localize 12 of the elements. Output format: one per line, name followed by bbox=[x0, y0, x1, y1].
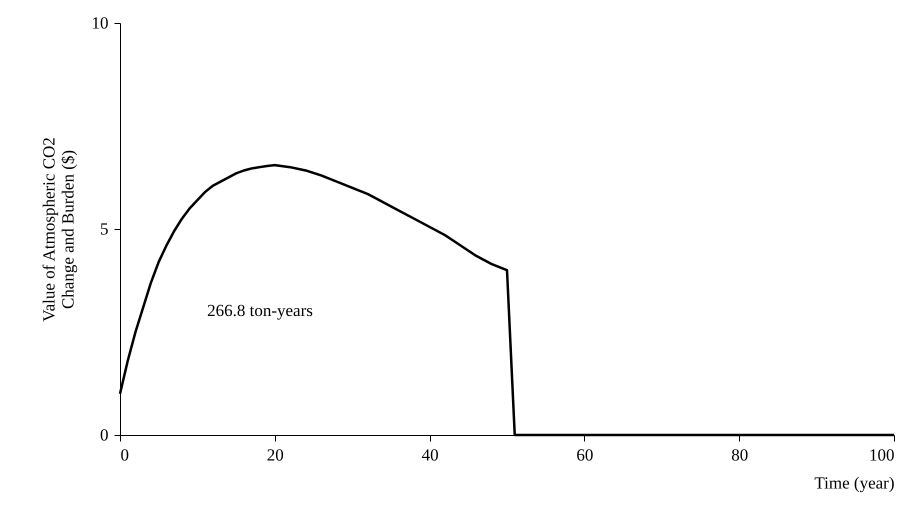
x-tick-label: 20 bbox=[266, 446, 284, 464]
x-tick-label: 100 bbox=[869, 446, 894, 464]
x-tick-label: 60 bbox=[576, 446, 594, 464]
x-tick-label: 80 bbox=[731, 446, 748, 464]
x-axis-title: Time (year) bbox=[814, 474, 894, 492]
annotation: 266.8 ton-years bbox=[207, 301, 313, 320]
y-tick-label: 5 bbox=[100, 220, 108, 238]
y-axis-title: Value of Atmospheric CO2 Change and Burden ($) bbox=[40, 137, 78, 322]
y-tick-label: 10 bbox=[92, 14, 108, 32]
y-tick-label: 0 bbox=[100, 426, 108, 444]
x-tick-label: 0 bbox=[120, 446, 129, 464]
x-tick-label: 40 bbox=[422, 446, 439, 464]
